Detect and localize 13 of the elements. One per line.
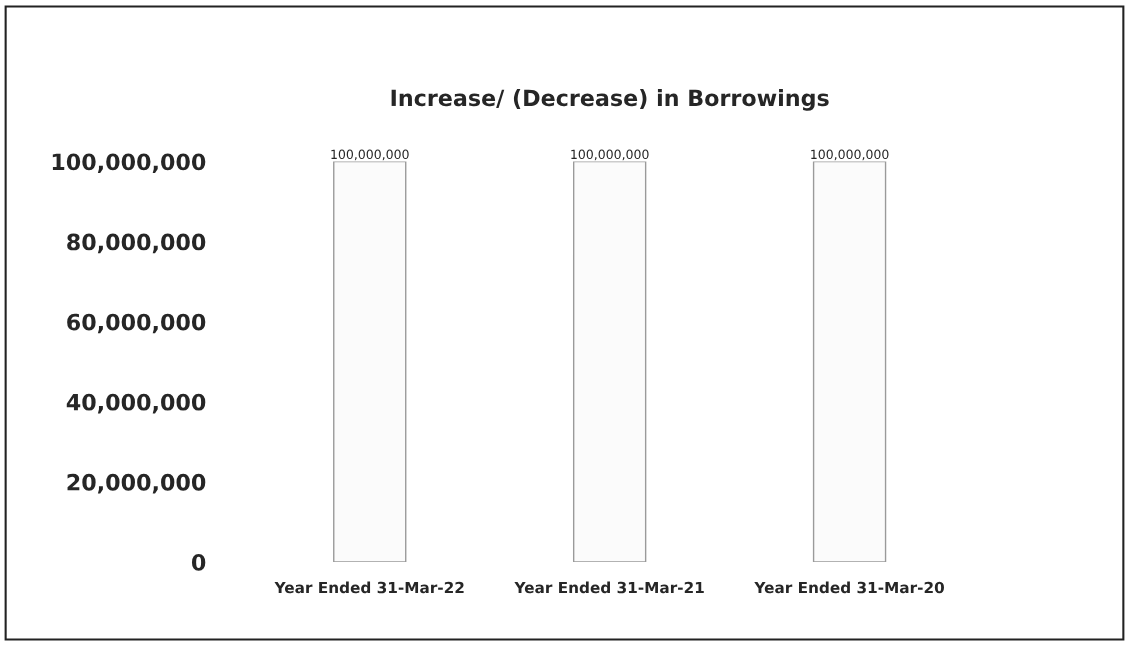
y-tick-label: 80,000,000 — [67, 233, 206, 254]
data-label: 100,000,000 — [331, 149, 409, 161]
y-tick-label: 40,000,000 — [66, 393, 206, 414]
data-label: 100,000,000 — [571, 149, 649, 161]
x-tick-label: Year Ended 31-Mar-22 — [274, 581, 464, 594]
x-tick-label: Year Ended 31-Mar-20 — [754, 581, 944, 594]
y-tick-label: 0 — [191, 553, 206, 571]
y-tick-label: 20,000,000 — [67, 473, 206, 494]
x-tick-label: Year Ended 31-Mar-21 — [514, 581, 704, 594]
chart-title: Increase/ (Decrease) in Borrowings — [391, 89, 829, 111]
y-tick-label: 100,000,000 — [52, 153, 206, 174]
data-label: 100,000,000 — [811, 149, 889, 161]
y-tick-label: 60,000,000 — [67, 313, 206, 334]
